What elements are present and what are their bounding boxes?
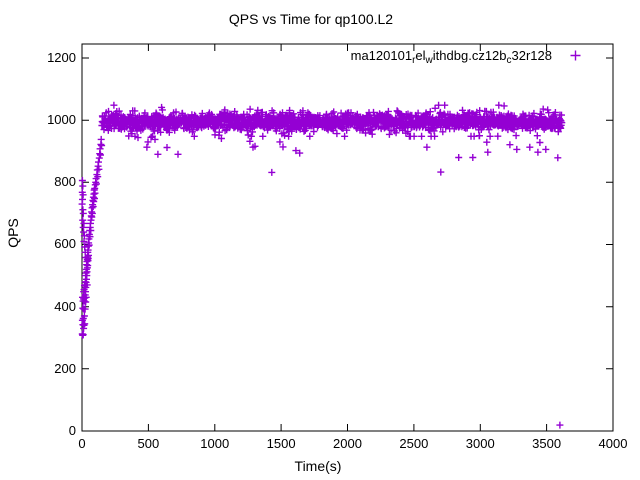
legend-label-subscript: c xyxy=(506,55,512,66)
x-tick-label: 0 xyxy=(78,436,86,451)
x-tick-label: 1000 xyxy=(200,436,230,451)
legend-plus-marker-icon xyxy=(570,50,581,61)
y-tick-label: 600 xyxy=(54,236,76,252)
legend-label-subscript: w xyxy=(425,55,433,66)
y-tick-label: 1200 xyxy=(47,49,76,65)
x-tick-label: 500 xyxy=(137,436,160,451)
x-axis-label: Time(s) xyxy=(294,458,342,474)
y-tick-label: 0 xyxy=(68,423,76,438)
legend-series-label: ma120101relwithdbg.cz12bc32r128 xyxy=(350,48,552,66)
x-tick-label: 1500 xyxy=(266,436,296,451)
chart-title: QPS vs Time for qp100.L2 xyxy=(228,11,394,27)
x-tick-label: 3500 xyxy=(532,436,562,451)
plot-border xyxy=(81,43,614,432)
y-tick-label: 800 xyxy=(54,174,76,190)
x-tick-label: 2500 xyxy=(399,436,429,451)
legend-label-text: el xyxy=(415,48,426,63)
legend-label-text: ma120101 xyxy=(350,48,413,63)
x-tick-label: 3000 xyxy=(465,436,495,451)
data-points-series-0 xyxy=(78,101,566,429)
legend-label-text: ithdbg.cz12b xyxy=(432,48,507,63)
y-tick-label: 1000 xyxy=(47,112,76,128)
x-tick-label: 4000 xyxy=(598,436,628,451)
y-axis-label: QPS xyxy=(5,218,21,248)
axis-ticks xyxy=(81,44,614,432)
x-tick-label: 2000 xyxy=(333,436,362,451)
y-tick-label: 400 xyxy=(54,298,76,314)
y-tick-label: 200 xyxy=(54,360,76,376)
legend-label-subscript: r xyxy=(412,55,416,66)
legend-label-text: 32r128 xyxy=(511,48,552,63)
